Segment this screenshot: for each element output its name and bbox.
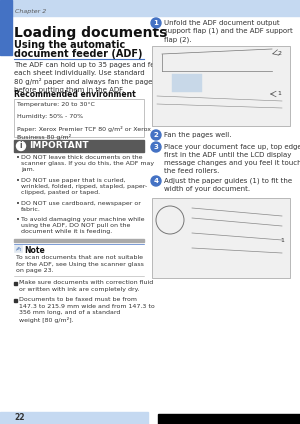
Bar: [14, 282, 17, 285]
Text: •: •: [16, 178, 20, 184]
Text: Place your document face up, top edge
first in the ADF until the LCD display
mes: Place your document face up, top edge fi…: [164, 144, 300, 174]
Text: Temperature: 20 to 30°C: Temperature: 20 to 30°C: [17, 102, 95, 107]
Text: 2: 2: [154, 132, 158, 138]
Text: •: •: [16, 155, 20, 161]
Bar: [14, 298, 17, 301]
Text: i: i: [20, 142, 22, 151]
Text: Make sure documents with correction fluid
or written with ink are completely dry: Make sure documents with correction flui…: [19, 280, 153, 292]
Circle shape: [151, 176, 161, 186]
Bar: [14, 245, 22, 252]
Text: 1: 1: [280, 238, 284, 243]
Bar: [14, 239, 144, 242]
Text: 3: 3: [154, 144, 158, 150]
Text: Chapter 2: Chapter 2: [15, 8, 46, 14]
Bar: [0, 0, 12, 55]
Circle shape: [156, 206, 184, 234]
Text: To scan documents that are not suitable
for the ADF, see Using the scanner glass: To scan documents that are not suitable …: [16, 255, 144, 273]
Text: Unfold the ADF document output
support flap (1) and the ADF support
flap (2).: Unfold the ADF document output support f…: [164, 20, 293, 43]
FancyBboxPatch shape: [14, 99, 144, 137]
Text: ✍: ✍: [15, 246, 21, 251]
Text: Recommended environment: Recommended environment: [14, 90, 136, 99]
Text: DO NOT leave thick documents on the
scanner glass. If you do this, the ADF may
j: DO NOT leave thick documents on the scan…: [21, 155, 154, 173]
Text: 2: 2: [277, 51, 281, 56]
Text: document feeder (ADF): document feeder (ADF): [14, 49, 142, 59]
Text: The ADF can hold up to 35 pages and feeds
each sheet individually. Use standard
: The ADF can hold up to 35 pages and feed…: [14, 62, 167, 93]
Circle shape: [16, 142, 26, 151]
Bar: [0, 412, 148, 424]
FancyBboxPatch shape: [152, 198, 290, 278]
Text: Paper: Xerox Premier TCF 80 g/m² or Xerox
Business 80 g/m²: Paper: Xerox Premier TCF 80 g/m² or Xero…: [17, 126, 151, 139]
Bar: [172, 74, 202, 92]
Text: DO NOT use cardboard, newspaper or
fabric.: DO NOT use cardboard, newspaper or fabri…: [21, 201, 141, 212]
Text: Fan the pages well.: Fan the pages well.: [164, 132, 232, 138]
Text: Note: Note: [24, 246, 45, 255]
Circle shape: [151, 130, 161, 140]
Text: Loading documents: Loading documents: [14, 26, 167, 40]
Text: 4: 4: [154, 178, 158, 184]
Text: 1: 1: [154, 20, 158, 26]
Text: IMPORTANT: IMPORTANT: [29, 142, 88, 151]
Text: •: •: [16, 217, 20, 223]
Text: Humidity: 50% - 70%: Humidity: 50% - 70%: [17, 114, 83, 119]
Bar: [0, 0, 300, 16]
Text: 1: 1: [277, 91, 281, 96]
Text: DO NOT use paper that is curled,
wrinkled, folded, ripped, stapled, paper-
clipp: DO NOT use paper that is curled, wrinkle…: [21, 178, 147, 195]
Text: •: •: [16, 201, 20, 207]
Text: Adjust the paper guides (1) to fit the
width of your document.: Adjust the paper guides (1) to fit the w…: [164, 178, 292, 192]
Text: 22: 22: [14, 413, 25, 422]
FancyBboxPatch shape: [152, 46, 290, 126]
Bar: [14, 140, 144, 152]
Circle shape: [151, 142, 161, 152]
Text: Using the automatic: Using the automatic: [14, 40, 125, 50]
Circle shape: [151, 18, 161, 28]
Text: To avoid damaging your machine while
using the ADF, DO NOT pull on the
document : To avoid damaging your machine while usi…: [21, 217, 145, 234]
Text: Documents to be faxed must be from
147.3 to 215.9 mm wide and from 147.3 to
356 : Documents to be faxed must be from 147.3…: [19, 297, 155, 323]
Bar: [158, 414, 300, 424]
